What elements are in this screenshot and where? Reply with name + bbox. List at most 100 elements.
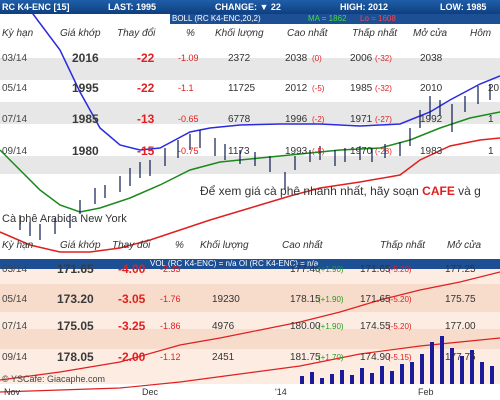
col-change: Thay đổi: [117, 28, 156, 39]
cell-high-change: (-2): [312, 115, 325, 124]
last-price-label: LAST: 1995: [108, 2, 157, 12]
middle-band-line: [0, 111, 500, 213]
cell-term: 05/14: [2, 294, 28, 305]
col-price: Giá khớp: [60, 240, 101, 251]
cell-high: 178.15: [290, 294, 321, 305]
col-change: Thay đổi: [112, 240, 151, 251]
volume-bar: [310, 372, 314, 384]
cell-open: 175.75: [445, 294, 476, 305]
cell-high-change: (0): [312, 54, 322, 63]
cell-pct: -0.75: [178, 146, 199, 156]
sms-promo: Để xem giá cà phê nhanh nhất, hãy soạn C…: [200, 184, 481, 198]
symbol-label: RC K4-ENC [15]: [2, 2, 70, 12]
cell-low-change: (-32): [375, 84, 392, 93]
col-open: Mở cửa: [447, 240, 482, 251]
cell-change: -13: [137, 112, 155, 126]
price-row-band: [0, 156, 500, 174]
lower-trend-line: [0, 271, 500, 381]
cell-low-change: (-28): [375, 147, 392, 156]
cell-term: 09/14: [2, 352, 28, 363]
cell-low: 1971: [350, 114, 373, 125]
cell-high-change: (-5): [312, 147, 325, 156]
col-high: Cao nhất: [282, 240, 323, 251]
lower-row-band: [0, 284, 500, 312]
ma-label: MA = 1862: [308, 14, 347, 23]
cell-price: 1980: [72, 144, 99, 158]
cell-term: 03/14: [2, 264, 28, 275]
cell-high: 181.75: [290, 352, 321, 363]
cell-low-change: (-5.15): [388, 353, 412, 362]
cell-change: -15: [137, 144, 155, 158]
cell-change: -4.00: [118, 262, 146, 276]
cell-term: 07/14: [2, 321, 28, 332]
cell-open: 177.00: [445, 321, 476, 332]
ticker-header: RC K4-ENC [15] LAST: 1995 CHANGE: ▼ 22 H…: [0, 0, 500, 14]
cell-prev: 20: [488, 83, 500, 94]
high-label: HIGH: 2012: [340, 2, 389, 12]
volume-bar: [440, 336, 444, 384]
cell-low-change: (-5.20): [388, 295, 412, 304]
cell-high-change: (+1.70): [318, 353, 344, 362]
col-volume: Khối lượng: [215, 28, 264, 39]
volume-bar: [330, 374, 334, 384]
indicator-bar: BOLL (RC K4-ENC,20,2) MA = 1862 Lo = 160…: [0, 14, 500, 24]
price-row-band: [0, 124, 500, 156]
x-tick: '14: [275, 387, 287, 397]
cell-prev: 1: [488, 146, 494, 157]
cell-volume: 11725: [228, 83, 256, 94]
cell-high: 1996: [285, 114, 308, 125]
cell-pct: -1.76: [160, 294, 181, 304]
cell-volume: 2451: [212, 352, 235, 363]
cell-volume: 19230: [212, 294, 240, 305]
col-open: Mở cửa: [413, 28, 448, 39]
volume-bar: [390, 371, 394, 384]
cell-low-change: (-32): [375, 54, 392, 63]
x-tick: Nov: [4, 387, 21, 397]
lower-row-band: [0, 349, 500, 384]
cell-price: 1985: [72, 112, 99, 126]
cell-price: 175.05: [57, 319, 94, 333]
cell-prev: 1: [488, 114, 494, 125]
price-row-band: [0, 24, 500, 58]
cell-volume: 1173: [228, 146, 250, 157]
col-volume: Khối lượng: [200, 240, 249, 251]
volume-bar: [410, 362, 414, 384]
cell-change: -22: [137, 51, 155, 65]
col-term: Kỳ hạn: [2, 28, 34, 39]
section-label: Cà phê Arabica New York: [2, 213, 127, 225]
col-term: Kỳ hạn: [2, 240, 34, 251]
cell-high: 1993: [285, 146, 308, 157]
low-label: LOW: 1985: [440, 2, 487, 12]
promo-suffix: và g: [454, 184, 481, 198]
cell-term: 05/14: [2, 83, 28, 94]
cell-high: 2012: [285, 83, 308, 94]
volume-bar: [360, 368, 364, 384]
price-row-band: [0, 58, 500, 80]
promo-keyword: CAFE: [422, 184, 455, 198]
volume-label: VOL (RC K4-ENC) = n/a OI (RC K4-ENC) = n…: [150, 259, 319, 268]
cell-low-change: (-5.20): [388, 322, 412, 331]
volume-bar: [340, 370, 344, 384]
price-row-band: [0, 102, 500, 124]
cell-open: 2038: [420, 53, 443, 64]
volume-bar: [460, 356, 464, 384]
cell-high: 180.00: [290, 321, 321, 332]
volume-bar: [370, 373, 374, 384]
change-label: CHANGE: ▼ 22: [215, 2, 281, 12]
cell-price: 1995: [72, 81, 99, 95]
cell-pct: -1.86: [160, 321, 181, 331]
cell-open: 177.25: [445, 264, 476, 275]
indicator-bar-bg: [170, 14, 500, 24]
x-tick: Feb: [418, 387, 434, 397]
cell-open: 1992: [420, 114, 443, 125]
volume-bar: [350, 375, 354, 384]
cell-high-change: (+1.90): [318, 295, 344, 304]
col-prev: Hôm: [470, 28, 492, 39]
cell-high-change: (+1.90): [318, 265, 344, 274]
volume-bar: [470, 350, 474, 384]
cell-pct: -1.1: [178, 83, 194, 93]
cell-low: 174.90: [360, 352, 391, 363]
cell-change: -2.00: [118, 350, 146, 364]
col-price: Giá khớp: [60, 28, 101, 39]
